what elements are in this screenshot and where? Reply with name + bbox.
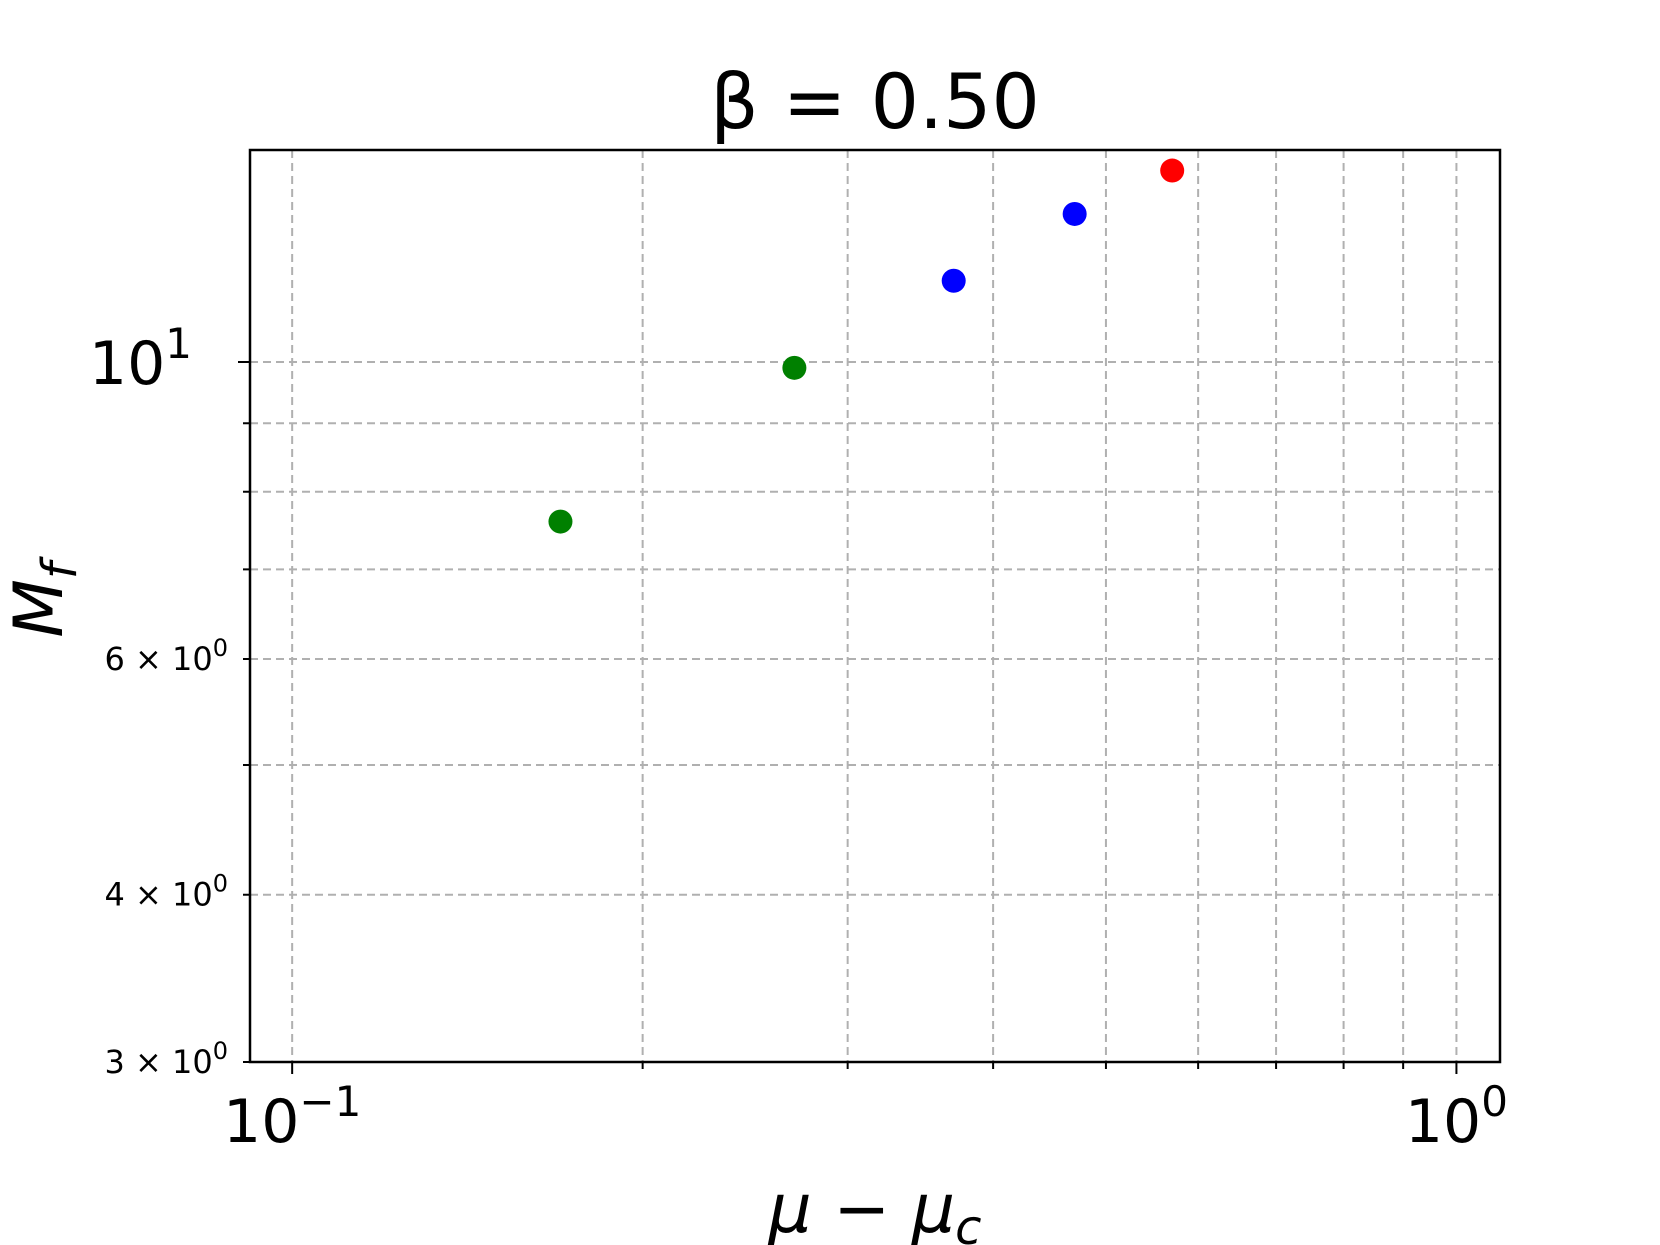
grid bbox=[250, 150, 1500, 1062]
plot-frame bbox=[248, 148, 1502, 1064]
y-tick-label: 101 bbox=[89, 319, 192, 399]
y-axis-label: Mf bbox=[0, 556, 88, 638]
data-point bbox=[1062, 201, 1087, 226]
x-tick-label: 10−1 bbox=[223, 1077, 361, 1157]
y-tick-label: 6 × 100 bbox=[104, 634, 228, 678]
data-point bbox=[548, 509, 573, 534]
chart-title: β = 0.50 bbox=[710, 57, 1040, 146]
data-point bbox=[782, 355, 807, 380]
data-points bbox=[548, 158, 1185, 534]
data-point bbox=[941, 268, 966, 293]
data-point bbox=[1160, 158, 1185, 183]
y-tick-label: 4 × 100 bbox=[104, 870, 228, 914]
y-tick-label: 3 × 100 bbox=[104, 1037, 228, 1081]
tick-labels: 10−1 100 101 3 × 100 4 × 100 6 × 100 bbox=[89, 319, 1508, 1157]
x-axis-label: μ − μc bbox=[767, 1170, 981, 1245]
x-tick-label: 100 bbox=[1405, 1077, 1508, 1157]
